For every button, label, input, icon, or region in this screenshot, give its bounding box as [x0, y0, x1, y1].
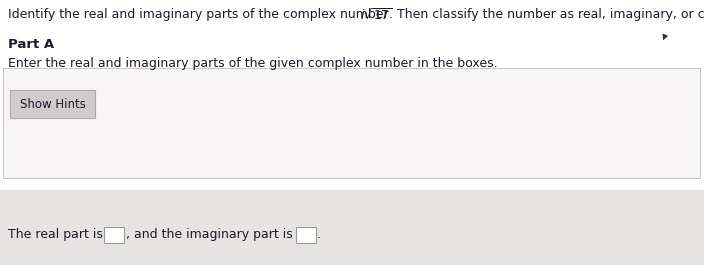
Text: . Then classify the number as real, imaginary, or complex.: . Then classify the number as real, imag…	[389, 8, 704, 21]
FancyBboxPatch shape	[3, 68, 700, 178]
Text: The real part is: The real part is	[8, 228, 103, 241]
FancyBboxPatch shape	[10, 90, 95, 118]
Text: $i\sqrt{17}$: $i\sqrt{17}$	[360, 8, 392, 23]
Text: , and the imaginary part is: , and the imaginary part is	[126, 228, 293, 241]
Text: Part A: Part A	[8, 38, 54, 51]
FancyBboxPatch shape	[296, 227, 316, 243]
Text: Show Hints: Show Hints	[20, 98, 85, 111]
Text: .: .	[317, 228, 321, 241]
Text: Identify the real and imaginary parts of the complex number: Identify the real and imaginary parts of…	[8, 8, 393, 21]
Text: Enter the real and imaginary parts of the given complex number in the boxes.: Enter the real and imaginary parts of th…	[8, 57, 498, 70]
FancyBboxPatch shape	[104, 227, 124, 243]
FancyBboxPatch shape	[0, 190, 704, 265]
